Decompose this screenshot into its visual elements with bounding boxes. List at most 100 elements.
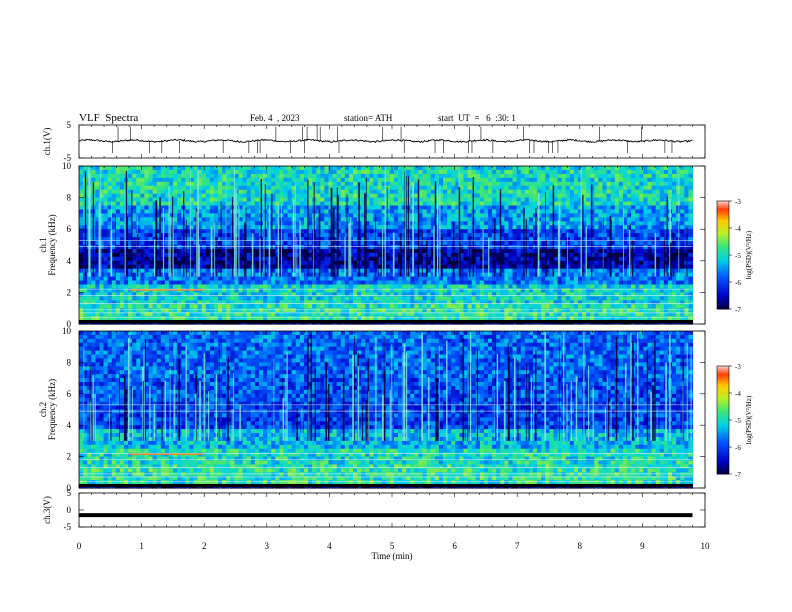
spectrogram-cell [639, 201, 644, 207]
spectrogram-cell [287, 260, 293, 266]
spectrogram-cell [267, 284, 272, 290]
spectrogram-cell [594, 229, 600, 234]
spectrogram-cell [541, 166, 546, 171]
spectrogram-cell [590, 201, 595, 207]
spectrogram-cell [128, 256, 133, 262]
spectrogram-cell [627, 209, 632, 214]
spectrogram-cell [213, 197, 219, 203]
spectrogram-cell [246, 177, 252, 183]
date-label: Feb. 4 , 2023 [250, 113, 300, 123]
spectrogram-cell [512, 217, 518, 222]
spectrogram-cell [610, 221, 616, 226]
spectrogram-cell [348, 166, 354, 171]
spectrogram-cell [271, 221, 276, 226]
spectrogram-cell [688, 209, 694, 214]
spectrogram-cell [463, 233, 469, 238]
spectrogram-cell [618, 221, 624, 226]
spectrogram-cell [561, 205, 567, 211]
spectrogram-cell [275, 272, 280, 278]
spectrogram-cell [553, 185, 559, 191]
spectrogram-cell [132, 292, 137, 297]
spectrogram-cell [377, 181, 383, 187]
spectrogram-cell [353, 169, 358, 175]
spectrogram-cell [475, 197, 481, 203]
spectrogram-cell [377, 241, 383, 246]
spectrogram-cell [594, 185, 600, 191]
spectrogram-cell [185, 225, 191, 230]
spectrogram-cell [688, 197, 694, 203]
spectrogram-cell [418, 252, 424, 258]
spectrogram-cell [463, 201, 469, 207]
spectrogram-cell [295, 248, 301, 254]
spectrogram-cell [487, 264, 493, 270]
spectrogram-cell [308, 272, 313, 278]
spectrogram-cell [622, 193, 628, 199]
spectrogram-cell [459, 205, 465, 211]
spectrogram-cell [573, 213, 579, 218]
spectrogram-cell [389, 248, 395, 254]
spectrogram-cell [553, 189, 559, 195]
spectrogram-cell [688, 237, 694, 242]
spectrogram-cell [287, 213, 293, 218]
spectrogram-cell [537, 276, 542, 282]
spectrogram-cell [500, 233, 505, 238]
spectrogram-cell [340, 173, 346, 179]
spectrogram-cell [99, 185, 105, 191]
spectrogram-cell [226, 288, 231, 293]
spectrogram-cell [164, 284, 170, 290]
spectrogram-cell [389, 197, 395, 203]
spectrogram-cell [99, 252, 105, 258]
spectrogram-cell [475, 193, 481, 199]
spectrogram-cell [128, 201, 133, 207]
spectrogram-cell [504, 248, 510, 254]
spectrogram-cell [95, 197, 101, 203]
spectrogram-cell [324, 225, 330, 230]
spectrogram-cell [267, 280, 272, 286]
spectrogram-cell [398, 166, 403, 171]
spectrogram-cell [254, 260, 260, 266]
spectrogram-cell [684, 197, 689, 203]
spectrogram-cell [283, 264, 289, 270]
spectrogram-cell [418, 189, 424, 195]
spectrogram-cell [479, 185, 485, 191]
spectrogram-cell [659, 173, 665, 179]
spectrogram-cell [389, 241, 395, 246]
spectrogram-cell [119, 166, 125, 171]
spectrogram-cell [348, 276, 354, 282]
spectrogram-cell [569, 197, 575, 203]
spectrogram-cell [173, 229, 178, 234]
spectrogram-cell [639, 166, 644, 171]
spectrogram-cell [496, 169, 501, 175]
spectrogram-cell [565, 166, 571, 171]
spectrogram-cell [614, 181, 620, 187]
spectrogram-cell [426, 252, 432, 258]
spectrogram-cell [385, 233, 391, 238]
spectrogram-cell [610, 288, 616, 293]
spectrogram-cell [238, 185, 244, 191]
spectrogram-cell [332, 177, 338, 183]
spectrogram-cell [606, 189, 612, 195]
spectrogram-cell [258, 166, 264, 171]
spectrogram-cell [414, 213, 420, 218]
spectrogram-cell [618, 209, 624, 214]
spectrogram-cell [185, 237, 191, 242]
spectrogram-cell [586, 268, 591, 274]
spectrogram-cell [455, 284, 460, 290]
spectrogram-cell [639, 256, 644, 262]
spectrogram-cell [181, 284, 186, 290]
spectrogram-cell [508, 189, 514, 195]
spectrogram-cell [582, 197, 587, 203]
spectrogram-cell [487, 272, 493, 278]
spectrogram-cell [185, 193, 191, 199]
spectrogram-cell [226, 237, 231, 242]
spectrogram-cell [299, 237, 305, 242]
spectrogram-cell [156, 268, 162, 274]
spectrogram-cell [594, 237, 600, 242]
spectrogram-cell [332, 181, 338, 187]
spectrogram-cell [205, 268, 211, 274]
spectrogram-cell [316, 272, 321, 278]
spectrogram-cell [410, 177, 415, 183]
spectrogram-cell [422, 233, 428, 238]
spectrogram-cell [516, 233, 522, 238]
spectrogram-cell [83, 288, 88, 293]
